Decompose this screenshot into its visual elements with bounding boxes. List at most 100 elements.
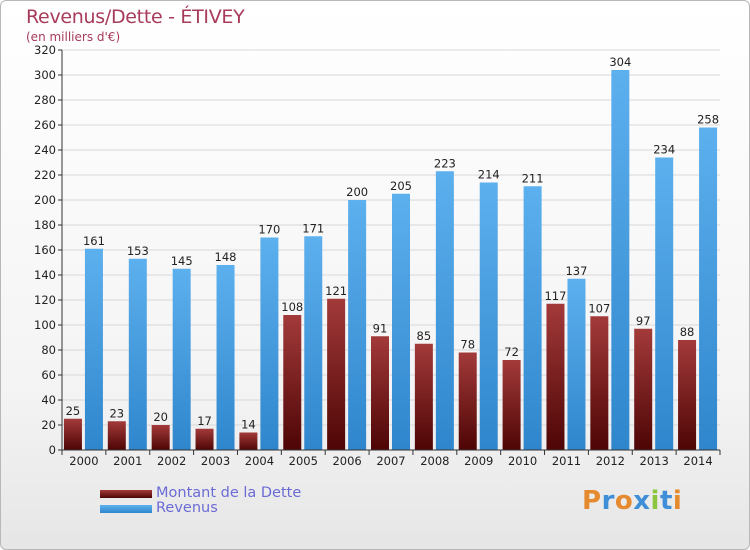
- data-label: 171: [302, 221, 324, 235]
- x-tick-label: 2006: [332, 454, 361, 468]
- proxiti-logo: Proxiti: [582, 486, 682, 516]
- data-label: 148: [215, 250, 237, 264]
- y-tick-label: 20: [41, 418, 56, 432]
- data-label: 20: [153, 410, 168, 424]
- axes: [58, 49, 721, 455]
- logo-letter: i: [672, 486, 683, 516]
- bar-revenus: [699, 127, 718, 450]
- y-tick-label: 320: [34, 43, 56, 57]
- y-tick-label: 240: [34, 143, 56, 157]
- data-label: 205: [390, 179, 412, 193]
- bar-debt: [239, 432, 258, 450]
- logo-letter: x: [633, 486, 651, 516]
- legend-label-revenus: Revenus: [156, 500, 218, 516]
- x-tick-label: 2003: [201, 454, 230, 468]
- bar-debt: [151, 425, 170, 450]
- data-label: 200: [346, 185, 368, 199]
- bar-revenus: [348, 200, 367, 450]
- bar-revenus: [392, 193, 410, 450]
- data-label: 91: [373, 321, 388, 335]
- bar-debt: [371, 336, 389, 450]
- bar-debt: [546, 303, 565, 450]
- bar-revenus: [84, 248, 103, 450]
- y-tick-label: 120: [34, 293, 56, 307]
- x-tick-label: 2014: [683, 454, 712, 468]
- y-tick-label: 300: [34, 68, 56, 82]
- x-tick-label: 2013: [640, 454, 669, 468]
- data-label: 211: [522, 171, 544, 185]
- y-tick-label: 140: [34, 268, 56, 282]
- data-label: 258: [697, 113, 719, 127]
- data-label: 17: [197, 414, 212, 428]
- data-label: 214: [478, 168, 500, 182]
- bar-revenus: [611, 70, 630, 450]
- x-tick-label: 2011: [552, 454, 581, 468]
- data-label: 117: [544, 289, 566, 303]
- data-label: 170: [258, 223, 280, 237]
- x-tick-label: 2009: [464, 454, 493, 468]
- bar-revenus: [172, 268, 191, 450]
- x-tick-label: 2004: [245, 454, 274, 468]
- data-label: 88: [680, 325, 695, 339]
- bar-revenus: [304, 236, 323, 450]
- bar-debt: [458, 352, 477, 450]
- bar-revenus: [128, 258, 147, 450]
- bar-debt: [414, 343, 433, 450]
- legend-swatch-debt: [100, 490, 152, 498]
- bars: [63, 70, 718, 450]
- x-tick-label: 2008: [420, 454, 449, 468]
- logo-letter: r: [601, 486, 615, 516]
- data-label: 107: [588, 301, 610, 315]
- logo-letter: P: [582, 486, 602, 516]
- data-label: 234: [653, 143, 675, 157]
- bar-revenus: [435, 171, 454, 450]
- y-tick-label: 160: [34, 243, 56, 257]
- bar-revenus: [260, 237, 279, 450]
- data-label: 14: [241, 418, 256, 432]
- chart-subtitle: (en milliers d'€): [26, 30, 121, 44]
- legend-swatch-revenus: [100, 505, 152, 513]
- bar-debt: [327, 298, 346, 450]
- data-label: 145: [171, 254, 193, 268]
- data-label: 72: [504, 345, 519, 359]
- legend-label-debt: Montant de la Dette: [156, 485, 302, 501]
- y-tick-label: 60: [41, 368, 56, 382]
- data-label: 25: [66, 404, 81, 418]
- bar-revenus: [523, 186, 542, 450]
- bar-debt: [634, 328, 653, 450]
- x-tick-label: 2010: [508, 454, 537, 468]
- data-label: 97: [636, 314, 651, 328]
- data-label: 153: [127, 244, 149, 258]
- y-tick-label: 100: [34, 318, 56, 332]
- logo-letter: i: [650, 486, 660, 516]
- data-label: 137: [565, 264, 587, 278]
- y-tick-label: 0: [49, 443, 56, 457]
- x-tick-label: 2012: [596, 454, 625, 468]
- data-label: 85: [417, 329, 432, 343]
- data-label: 78: [460, 338, 475, 352]
- bar-debt: [107, 421, 126, 450]
- bar-revenus: [479, 182, 498, 450]
- y-tick-label: 80: [41, 343, 56, 357]
- bar-revenus: [216, 265, 235, 450]
- data-label: 223: [434, 156, 456, 170]
- y-tick-label: 40: [41, 393, 56, 407]
- x-tick-label: 2000: [69, 454, 98, 468]
- x-tick-label: 2005: [289, 454, 318, 468]
- bar-debt: [63, 418, 82, 450]
- bar-debt: [590, 316, 609, 450]
- y-tick-label: 220: [34, 168, 56, 182]
- bar-revenus: [567, 278, 586, 450]
- data-label: 304: [609, 55, 631, 69]
- bar-debt: [283, 315, 302, 450]
- bar-debt: [678, 340, 697, 450]
- y-tick-label: 180: [34, 218, 56, 232]
- x-tick-label: 2001: [113, 454, 142, 468]
- bar-debt: [502, 360, 521, 450]
- data-label: 121: [325, 284, 347, 298]
- labels: 0204060801001201401601802002202402602803…: [34, 43, 719, 468]
- data-label: 23: [109, 406, 124, 420]
- bar-revenus: [655, 157, 674, 450]
- gridlines: [62, 49, 720, 451]
